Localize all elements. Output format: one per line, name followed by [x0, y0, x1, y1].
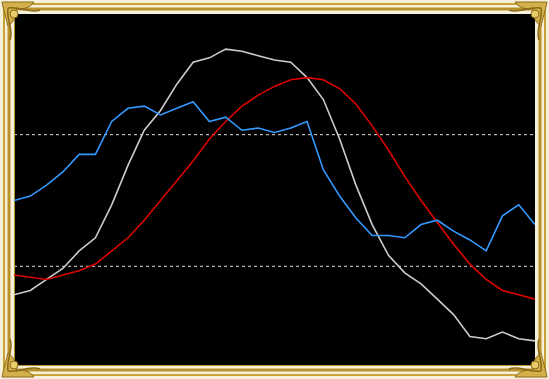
y-axis [14, 15, 16, 366]
corner-ornament [509, 339, 547, 377]
series-line [14, 49, 535, 341]
frame-background [0, 0, 549, 379]
chart [0, 0, 549, 379]
frame-inner [9, 9, 540, 370]
ornament-scroll [8, 339, 40, 371]
ornament-leaf [2, 353, 34, 377]
y-axis-line [14, 15, 15, 366]
corner-ornament [2, 2, 40, 40]
corner-ornament [2, 339, 40, 377]
corner-ornament [509, 2, 547, 40]
ornament-dot [531, 10, 539, 18]
ornament-leaf [515, 353, 547, 377]
frame [0, 0, 549, 379]
grid-line [14, 134, 535, 135]
x-axis [15, 365, 536, 366]
series-line [14, 102, 535, 251]
ornaments [2, 2, 547, 377]
ornament-dot [10, 10, 18, 18]
ornament-leaf [515, 2, 547, 26]
ornament-dot [10, 361, 18, 369]
series-line [14, 78, 535, 300]
ornament-scroll [509, 339, 541, 371]
ornament-scroll [509, 8, 541, 40]
plot-background [14, 14, 535, 365]
ornament-scroll [8, 8, 40, 40]
ornament-leaf [2, 2, 34, 26]
frame-outer [4, 4, 545, 375]
x-axis-line [15, 365, 536, 366]
ornament-dot [531, 361, 539, 369]
series-group [14, 49, 535, 341]
